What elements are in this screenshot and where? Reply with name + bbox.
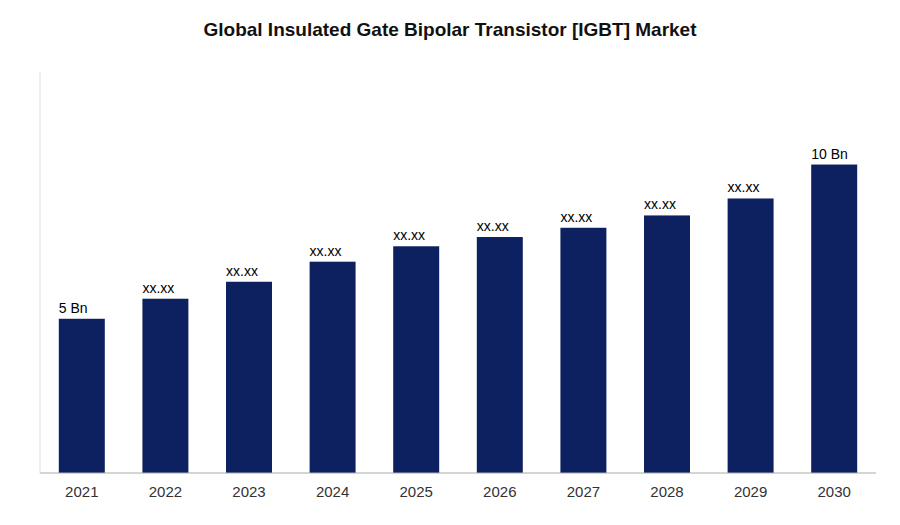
x-tick-label: 2023 — [232, 483, 265, 500]
chart: Global Insulated Gate Bipolar Transistor… — [0, 0, 900, 525]
x-tick-label: 2030 — [818, 483, 851, 500]
data-label: xx.xx — [310, 243, 342, 259]
x-tick-label: 2025 — [400, 483, 433, 500]
data-label: xx.xx — [728, 179, 760, 195]
data-label: xx.xx — [142, 280, 174, 296]
data-label: 5 Bn — [59, 300, 88, 316]
bar — [226, 282, 272, 473]
data-label: xx.xx — [560, 209, 592, 225]
x-tick-label: 2021 — [65, 483, 98, 500]
bar — [644, 215, 690, 473]
bar — [728, 198, 774, 473]
bar — [393, 246, 439, 473]
data-label: xx.xx — [226, 263, 258, 279]
bar — [142, 299, 188, 473]
title: Global Insulated Gate Bipolar Transistor… — [203, 19, 697, 40]
y-axis-line — [40, 72, 41, 473]
x-tick-label: 2026 — [483, 483, 516, 500]
bar — [560, 228, 606, 473]
x-axis-line — [40, 473, 876, 474]
bar — [59, 319, 105, 473]
bars — [59, 165, 857, 473]
bar — [811, 165, 857, 473]
x-tick-label: 2029 — [734, 483, 767, 500]
x-tick-label: 2024 — [316, 483, 349, 500]
x-tick-label: 2022 — [149, 483, 182, 500]
data-label: xx.xx — [393, 227, 425, 243]
data-label: 10 Bn — [811, 146, 848, 162]
data-label: xx.xx — [477, 218, 509, 234]
x-tick-label: 2028 — [650, 483, 683, 500]
bar — [310, 262, 356, 473]
x-tick-label: 2027 — [567, 483, 600, 500]
bar — [477, 237, 523, 473]
data-label: xx.xx — [644, 196, 676, 212]
